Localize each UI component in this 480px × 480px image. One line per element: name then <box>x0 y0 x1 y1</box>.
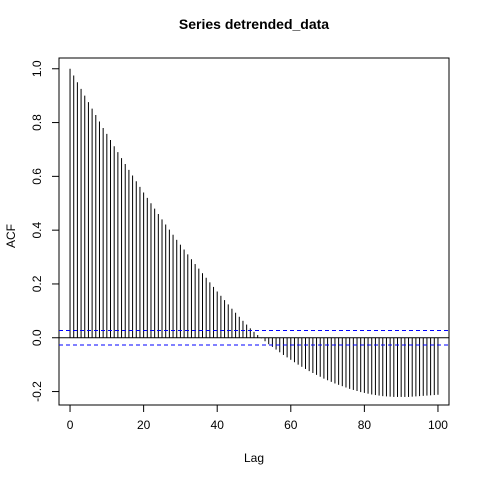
y-axis-label: ACF <box>4 224 18 248</box>
x-tick-label: 100 <box>428 418 448 432</box>
y-tick-label: -0.2 <box>30 381 44 402</box>
y-tick-label: 0.6 <box>30 168 44 185</box>
y-tick-label: 0.2 <box>30 275 44 292</box>
x-axis-label: Lag <box>244 451 264 465</box>
y-axis: -0.2 0.0 0.2 0.4 0.6 0.8 1.0 <box>30 60 60 402</box>
x-tick-label: 60 <box>284 418 298 432</box>
y-tick-label: 1.0 <box>30 60 44 77</box>
reference-lines <box>59 329 449 346</box>
x-tick-label: 40 <box>211 418 225 432</box>
acf-bars <box>69 68 439 397</box>
x-tick-label: 80 <box>358 418 372 432</box>
x-tick-label: 20 <box>137 418 151 432</box>
x-tick-label: 0 <box>67 418 74 432</box>
chart-title: Series detrended_data <box>179 16 329 32</box>
x-axis: 0 20 40 60 80 100 <box>67 404 448 432</box>
y-tick-label: 0.0 <box>30 329 44 346</box>
y-tick-label: 0.4 <box>30 221 44 238</box>
y-tick-label: 0.8 <box>30 114 44 131</box>
